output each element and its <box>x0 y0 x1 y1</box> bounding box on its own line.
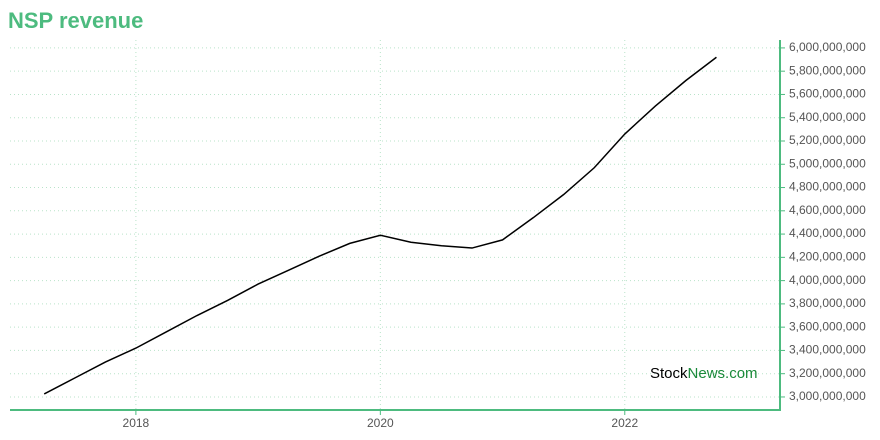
y-tick-label: 5,400,000,000 <box>789 110 866 124</box>
watermark-part: News.com <box>688 365 758 382</box>
y-tick-label: 3,400,000,000 <box>789 343 866 357</box>
y-tick-label: 4,400,000,000 <box>789 226 866 240</box>
y-tick-label: 5,800,000,000 <box>789 63 866 77</box>
y-tick-label: 4,800,000,000 <box>789 180 866 194</box>
y-tick-label: 3,600,000,000 <box>789 319 866 333</box>
y-tick-label: 5,600,000,000 <box>789 87 866 101</box>
y-tick-label: 3,000,000,000 <box>789 389 866 403</box>
line <box>43 56 717 395</box>
y-tick-label: 5,200,000,000 <box>789 133 866 147</box>
x-tick-label: 2022 <box>611 416 638 430</box>
y-tick-label: 6,000,000,000 <box>789 40 866 54</box>
watermark: StockNews.com <box>650 365 758 382</box>
y-tick-label: 3,800,000,000 <box>789 296 866 310</box>
y-tick-label: 3,200,000,000 <box>789 366 866 380</box>
watermark-part: Stock <box>650 365 688 382</box>
x-tick-label: 2020 <box>367 416 394 430</box>
x-tick-label: 2018 <box>123 416 150 430</box>
y-tick-label: 5,000,000,000 <box>789 156 866 170</box>
y-tick-label: 4,200,000,000 <box>789 250 866 264</box>
y-tick-label: 4,600,000,000 <box>789 203 866 217</box>
y-tick-label: 4,000,000,000 <box>789 273 866 287</box>
chart-title: NSP revenue <box>8 8 143 33</box>
